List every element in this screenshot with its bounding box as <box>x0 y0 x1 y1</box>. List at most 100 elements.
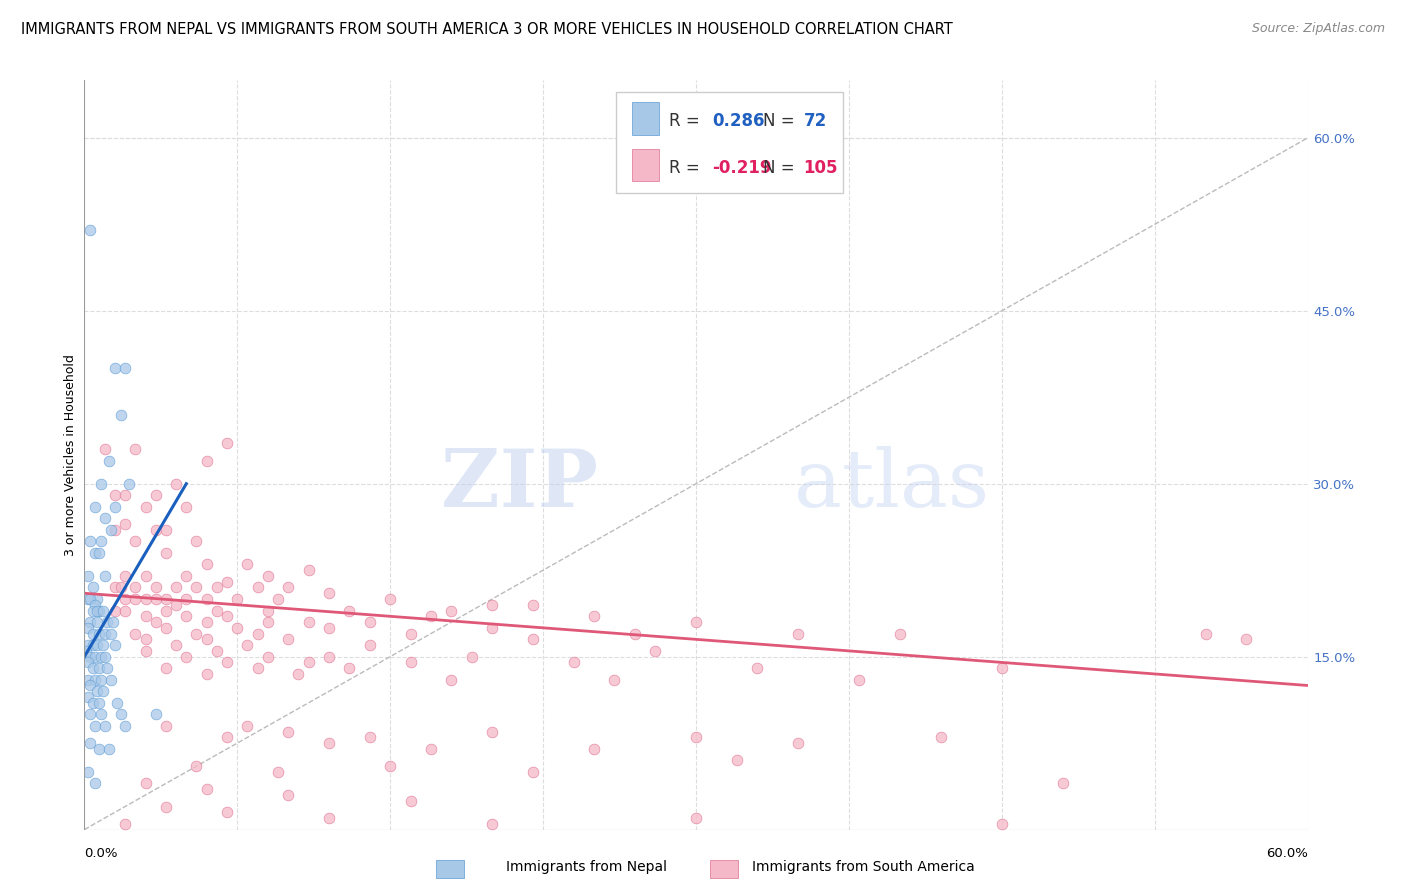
Point <box>217 574 239 589</box>
Point <box>848 673 870 687</box>
Point <box>583 742 606 756</box>
Point <box>522 632 544 647</box>
Point <box>93 649 115 664</box>
Point <box>217 436 239 450</box>
Point <box>205 644 228 658</box>
Point <box>75 644 97 658</box>
Point <box>205 603 228 617</box>
Point <box>104 361 127 376</box>
Text: ZIP: ZIP <box>441 446 598 524</box>
Point <box>86 684 108 698</box>
Point <box>420 742 443 756</box>
Point <box>267 764 290 779</box>
Point <box>77 592 100 607</box>
Point <box>277 632 299 647</box>
Point <box>461 649 484 664</box>
Point <box>298 615 321 629</box>
Point <box>236 558 259 572</box>
Point <box>186 759 208 773</box>
Point <box>481 817 503 831</box>
Point <box>145 523 167 537</box>
Point <box>90 673 112 687</box>
Point <box>135 609 157 624</box>
Point <box>186 626 208 640</box>
Point <box>77 673 100 687</box>
Point <box>217 731 239 745</box>
Point <box>174 500 197 514</box>
Point <box>93 626 115 640</box>
Point <box>155 799 177 814</box>
Text: N =: N = <box>763 159 800 177</box>
Point <box>91 684 114 698</box>
Point <box>236 638 259 652</box>
Point <box>90 649 112 664</box>
Point <box>114 719 136 733</box>
Point <box>174 609 197 624</box>
Point <box>155 661 177 675</box>
Point <box>124 534 146 549</box>
Point <box>217 656 239 670</box>
Point <box>481 621 503 635</box>
Point <box>359 615 381 629</box>
Point <box>104 638 127 652</box>
Text: Immigrants from Nepal: Immigrants from Nepal <box>506 860 668 874</box>
Point <box>195 453 218 467</box>
Point <box>318 621 340 635</box>
Text: R =: R = <box>669 112 704 130</box>
Point <box>83 500 105 514</box>
Point <box>155 603 177 617</box>
Point <box>77 569 100 583</box>
Point <box>257 569 280 583</box>
Point <box>145 707 167 722</box>
Point <box>217 805 239 820</box>
Point <box>87 661 110 675</box>
Point <box>77 690 100 704</box>
Point <box>86 603 108 617</box>
Point <box>83 649 105 664</box>
Point <box>1052 776 1074 790</box>
Point <box>246 661 269 675</box>
Point <box>83 546 105 560</box>
Text: 60.0%: 60.0% <box>1265 847 1308 860</box>
Point <box>83 673 105 687</box>
Point <box>246 581 269 595</box>
Point <box>298 563 321 577</box>
Point <box>685 615 707 629</box>
Point <box>174 592 197 607</box>
Point <box>135 500 157 514</box>
Point <box>124 626 146 640</box>
Point <box>91 603 114 617</box>
Point <box>217 609 239 624</box>
Point <box>481 724 503 739</box>
Y-axis label: 3 or more Vehicles in Household: 3 or more Vehicles in Household <box>65 354 77 556</box>
Point <box>889 626 911 640</box>
Point <box>318 586 340 600</box>
Point <box>644 644 666 658</box>
Point <box>100 523 122 537</box>
Point <box>97 742 120 756</box>
Point <box>562 656 585 670</box>
Point <box>135 632 157 647</box>
Point <box>165 598 187 612</box>
Point <box>93 569 115 583</box>
Point <box>110 707 132 722</box>
Point <box>145 592 167 607</box>
Text: Source: ZipAtlas.com: Source: ZipAtlas.com <box>1251 22 1385 36</box>
Point <box>257 649 280 664</box>
Point <box>86 615 108 629</box>
Point <box>624 626 647 640</box>
Point <box>318 811 340 825</box>
FancyBboxPatch shape <box>616 92 842 193</box>
Point <box>100 626 122 640</box>
Point <box>145 488 167 502</box>
Point <box>380 759 402 773</box>
Point <box>82 581 104 595</box>
Point <box>87 626 110 640</box>
Point <box>174 569 197 583</box>
Text: Immigrants from South America: Immigrants from South America <box>752 860 974 874</box>
Point <box>79 592 101 607</box>
Point <box>991 817 1014 831</box>
Point <box>110 581 132 595</box>
Point <box>77 638 100 652</box>
FancyBboxPatch shape <box>633 149 659 181</box>
